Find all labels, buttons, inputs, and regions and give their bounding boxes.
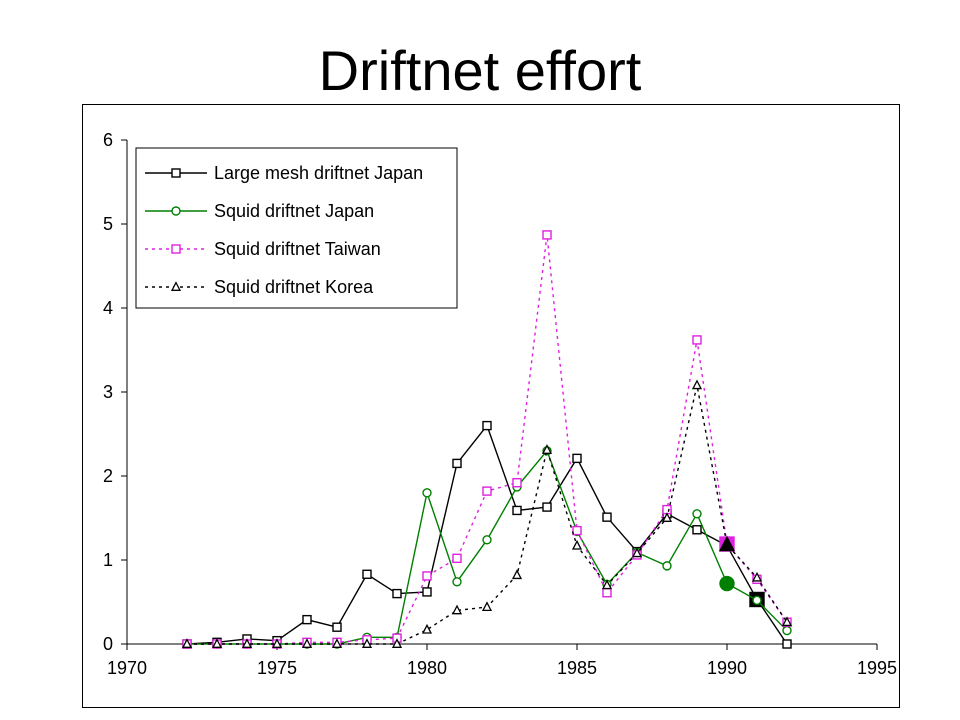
legend-marker xyxy=(171,244,181,254)
data-point xyxy=(692,509,702,519)
data-point xyxy=(512,478,522,488)
data-point xyxy=(601,579,613,590)
data-point xyxy=(782,639,792,649)
chart-legend: Large mesh driftnet Japan Squid driftnet … xyxy=(135,147,458,309)
y-tick-label: 5 xyxy=(103,214,113,234)
data-point xyxy=(602,588,612,598)
data-point xyxy=(691,379,703,390)
legend-label: Squid driftnet Korea xyxy=(214,277,374,297)
series-squid-driftnet-korea xyxy=(181,379,793,648)
data-point xyxy=(241,638,253,648)
y-tick-label: 6 xyxy=(103,130,113,150)
data-point xyxy=(391,638,403,648)
data-point xyxy=(422,587,432,597)
data-point xyxy=(452,458,462,469)
data-point xyxy=(692,525,702,535)
x-tick-label: 1995 xyxy=(857,658,897,678)
data-point xyxy=(451,604,463,615)
data-point xyxy=(331,638,343,648)
data-point xyxy=(482,486,492,496)
y-tick-label: 3 xyxy=(103,382,113,402)
data-point xyxy=(452,577,462,587)
series-line-squid-driftnet-japan xyxy=(187,449,788,645)
data-point xyxy=(661,512,673,522)
legend-label: Large mesh driftnet Japan xyxy=(214,163,423,183)
data-point xyxy=(541,444,553,454)
y-tick-label: 2 xyxy=(103,466,113,486)
data-point xyxy=(781,616,793,627)
data-point xyxy=(481,601,493,611)
data-point xyxy=(662,561,672,571)
data-point xyxy=(542,230,552,240)
x-tick-label: 1970 xyxy=(107,658,147,678)
data-point xyxy=(482,420,492,431)
data-point xyxy=(571,539,583,550)
data-point xyxy=(602,512,612,522)
data-point xyxy=(752,595,762,606)
series-large-mesh-driftnet-japan xyxy=(182,420,792,649)
data-point xyxy=(751,571,763,582)
data-point xyxy=(181,638,193,648)
legend-marker xyxy=(171,206,181,216)
series-squid-driftnet-japan xyxy=(182,446,792,649)
data-point xyxy=(362,569,372,579)
x-tick-label: 1980 xyxy=(407,658,447,678)
data-point xyxy=(361,638,373,648)
series-line-large-mesh-driftnet-japan xyxy=(186,424,788,645)
data-point xyxy=(392,588,402,599)
x-tick-label: 1985 xyxy=(557,658,597,678)
slide-title: Driftnet effort xyxy=(318,39,642,102)
data-point xyxy=(332,622,342,632)
data-point xyxy=(271,638,283,648)
x-tick-label: 1975 xyxy=(257,658,297,678)
chart-frame xyxy=(82,104,900,708)
data-point xyxy=(511,569,523,580)
data-point xyxy=(572,525,582,536)
data-point xyxy=(782,625,792,636)
data-point xyxy=(422,488,432,498)
data-point xyxy=(631,547,643,558)
highlight-point xyxy=(719,575,735,592)
y-tick-label: 4 xyxy=(103,298,113,318)
legend-label: Squid driftnet Taiwan xyxy=(214,239,381,259)
data-point xyxy=(422,571,432,581)
legend-marker xyxy=(171,168,181,178)
legend-box xyxy=(135,147,458,309)
data-point xyxy=(482,535,492,545)
data-point xyxy=(452,553,462,564)
y-tick-label: 1 xyxy=(103,550,113,570)
data-point xyxy=(301,638,313,648)
chart-series-layer xyxy=(181,230,793,649)
y-tick-label: 0 xyxy=(103,634,113,654)
data-point xyxy=(572,453,582,464)
highlight-point xyxy=(718,535,736,552)
data-point xyxy=(692,335,702,345)
data-point xyxy=(512,505,522,516)
x-tick-label: 1990 xyxy=(707,658,747,678)
data-point xyxy=(302,614,312,625)
data-point xyxy=(542,502,552,512)
legend-label: Squid driftnet Japan xyxy=(214,201,374,221)
legend-marker xyxy=(170,281,182,291)
data-point xyxy=(421,623,433,634)
data-point xyxy=(211,638,223,648)
